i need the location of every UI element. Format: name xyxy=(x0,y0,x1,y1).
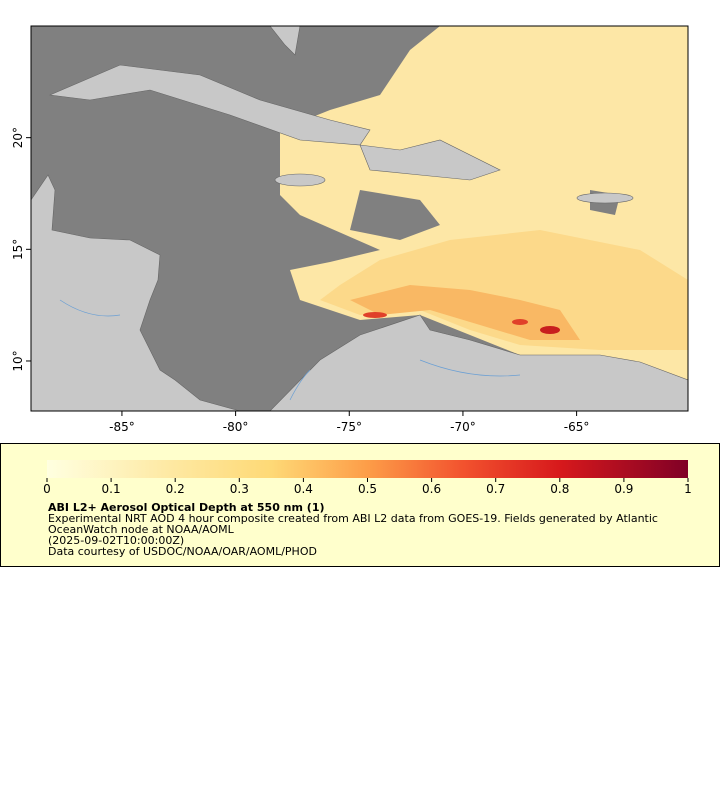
legend-title: ABI L2+ Aerosol Optical Depth at 550 nm … xyxy=(48,501,325,514)
aerosol-spot xyxy=(363,312,387,318)
legend-line: (2025-09-02T10:00:00Z) xyxy=(48,534,184,547)
y-tick-label: 10° xyxy=(11,350,25,371)
legend-line: Data courtesy of USDOC/NOAA/OAR/AOML/PHO… xyxy=(48,545,317,558)
x-tick-label: -80° xyxy=(223,420,249,434)
colorbar-tick-label: 1 xyxy=(684,482,692,496)
colorbar-tick-label: 0.2 xyxy=(166,482,185,496)
colorbar-tick-label: 0.9 xyxy=(614,482,633,496)
rivers xyxy=(59,299,521,401)
colorbar-tick-label: 0.6 xyxy=(422,482,441,496)
colorbar-tick-label: 0.3 xyxy=(230,482,249,496)
colorbar-tick-label: 0.1 xyxy=(102,482,121,496)
aerosol-field xyxy=(320,230,688,350)
map xyxy=(31,26,688,411)
x-tick-label: -85° xyxy=(109,420,135,434)
colorbar-tick-label: 0.4 xyxy=(294,482,313,496)
y-tick-label: 15° xyxy=(11,239,25,260)
x-tick-label: -70° xyxy=(450,420,476,434)
aerosol-spot xyxy=(512,319,528,325)
legend-line: Experimental NRT AOD 4 hour composite cr… xyxy=(48,512,658,525)
cloud-gap xyxy=(350,190,440,240)
colorbar-ticks: 0 0.1 0.2 0.3 0.4 0.5 0.6 0.7 0.8 0.9 1 xyxy=(43,478,692,496)
colorbar-tick-label: 0.5 xyxy=(358,482,377,496)
y-tick-label: 20° xyxy=(11,127,25,148)
legend-line: OceanWatch node at NOAA/AOML xyxy=(48,523,235,536)
colorbar-tick-label: 0 xyxy=(43,482,51,496)
colorbar-tick-label: 0.7 xyxy=(486,482,505,496)
map-frame xyxy=(30,25,689,412)
aerosol-spot xyxy=(540,326,560,334)
colorbar xyxy=(47,460,688,478)
x-tick-label: -75° xyxy=(336,420,362,434)
axis-ticks: -85° -80° -75° -70° -65° 10° 15° 20° xyxy=(11,127,589,434)
land xyxy=(31,26,688,411)
aerosol-field xyxy=(350,285,580,340)
colorbar-tick-label: 0.8 xyxy=(550,482,569,496)
x-tick-label: -65° xyxy=(564,420,590,434)
